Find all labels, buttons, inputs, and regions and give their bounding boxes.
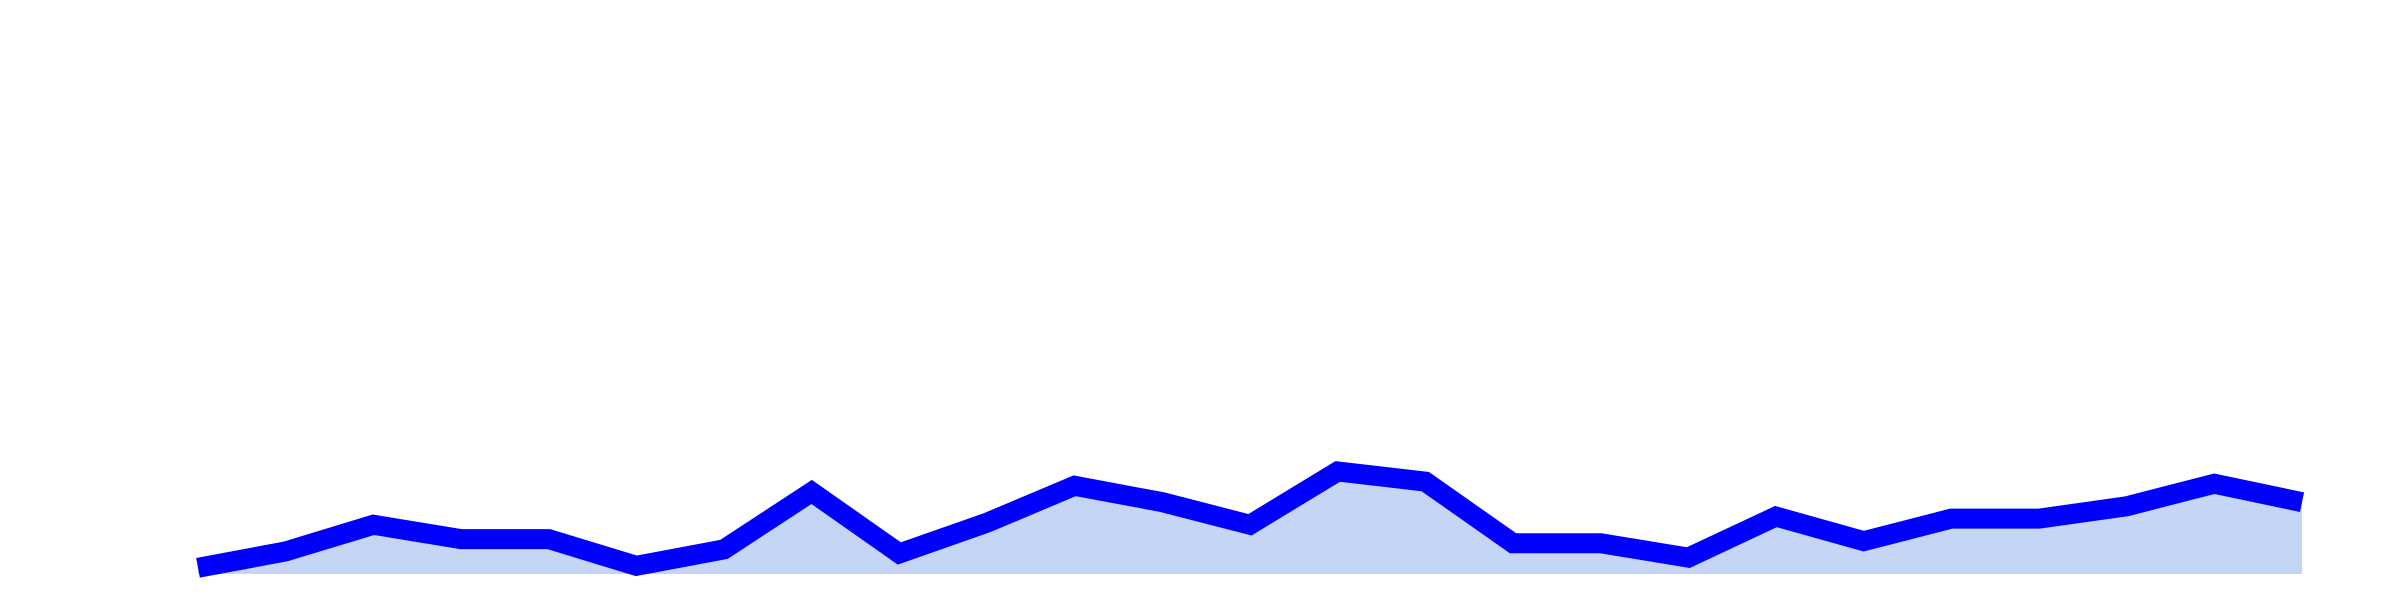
series-area-fill	[198, 471, 2302, 574]
area-fill-layer	[198, 471, 2302, 574]
series-line	[196, 461, 2305, 578]
series-line-layer	[196, 461, 2305, 578]
